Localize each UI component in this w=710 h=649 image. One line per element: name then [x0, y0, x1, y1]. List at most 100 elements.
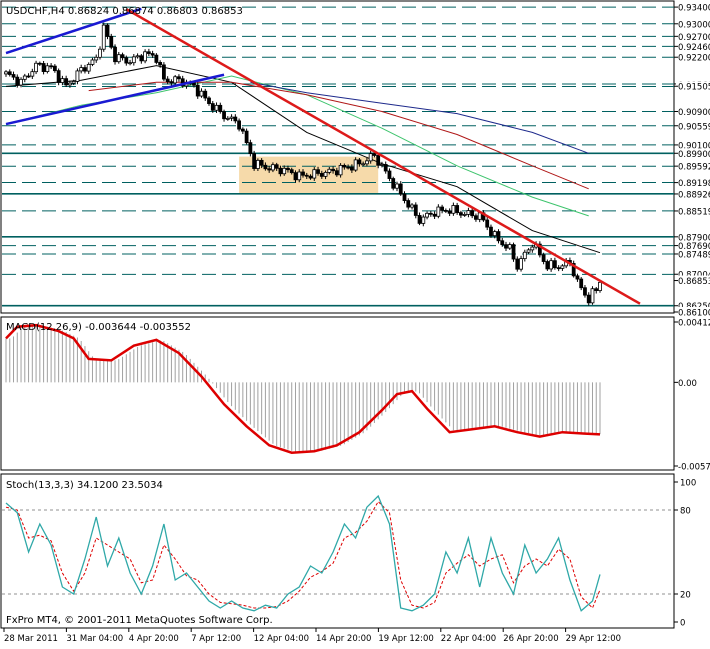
candle-body [398, 183, 403, 195]
candle-body [511, 244, 516, 260]
candle-body [361, 163, 366, 166]
price-label-bg [676, 248, 710, 259]
price-axis-label: 0.92460 [678, 43, 710, 53]
time-axis-label: 31 Mar 04:00 [66, 634, 123, 644]
price-panel-frame [0, 0, 675, 314]
candle-body [436, 206, 441, 217]
candle-body [428, 212, 433, 215]
candle-body [496, 231, 501, 242]
candle-body [139, 55, 144, 62]
candle-body [49, 65, 54, 68]
price-axis-label: 0.88519 [678, 207, 710, 217]
candle-body [60, 78, 65, 83]
candle-body [541, 254, 546, 262]
stoch-main-line [5, 494, 601, 612]
candle-body [22, 75, 27, 80]
candle-body [485, 219, 490, 228]
candle-body [560, 265, 565, 269]
candle-body [492, 231, 497, 237]
price-axis-label: 0.87489 [678, 250, 710, 260]
candle-body [316, 169, 320, 174]
stoch-axis-label: 0 [680, 619, 685, 629]
candle-body [598, 281, 602, 291]
price-label-bg [676, 106, 710, 117]
candle-body [207, 97, 211, 104]
candle-body [406, 200, 411, 208]
moving-average-line [88, 81, 589, 190]
candle-body [383, 164, 388, 172]
x-axis: 28 Mar 2011 31 Mar 04:00 4 Apr 20:00 7 Apr … [3, 628, 621, 644]
candle-body [98, 48, 102, 58]
candle-body [571, 263, 576, 277]
macd-header: MACD(12,26,9) -0.003644 -0.003552 [6, 322, 191, 333]
price-axis-label: 0.91505 [678, 83, 710, 93]
candle-body [462, 214, 467, 216]
candle-body [75, 70, 80, 82]
candle-body [83, 67, 87, 72]
candle-body [289, 169, 294, 174]
candle-body [425, 212, 429, 218]
candle-body [282, 167, 287, 175]
channel-upper-line [5, 7, 142, 55]
price-axis-label: 0.89900 [678, 150, 710, 160]
candle-body [109, 36, 114, 48]
candle-body [244, 130, 249, 144]
moving-average-line [250, 81, 589, 154]
candle-body [380, 164, 384, 166]
price-axis-label: 0.90559 [678, 122, 710, 132]
stoch-panel-frame [0, 473, 675, 629]
candle-body [210, 103, 215, 111]
candle-body [263, 164, 268, 170]
candle-body [26, 75, 31, 78]
price-axis-label: 0.92200 [678, 54, 710, 64]
candle-body [413, 204, 418, 216]
candle-body [135, 55, 140, 58]
price-axis-label: 0.87690 [678, 242, 710, 252]
macd-panel-frame [0, 316, 675, 471]
candle-body [308, 175, 313, 179]
candle-body [402, 193, 407, 201]
candle-body [124, 57, 129, 64]
candle-body [225, 117, 230, 120]
candle-body [240, 128, 245, 132]
candle-body [301, 171, 305, 176]
candle-body [549, 260, 554, 270]
candle-body [86, 63, 91, 72]
candle-body [515, 258, 520, 270]
time-axis-label: 4 Apr 20:00 [129, 634, 179, 644]
candle-body [161, 64, 166, 80]
candle-body [271, 164, 275, 171]
candle-body [338, 164, 343, 176]
candle-body [346, 166, 351, 169]
macd-axis-label: 0.00412 [678, 319, 710, 329]
candle-body [519, 258, 523, 270]
candle-body [192, 82, 196, 86]
candle-body [387, 170, 392, 179]
candle-body [522, 251, 527, 260]
price-label-bg [676, 120, 710, 131]
candle-body [417, 215, 422, 224]
candle-body [590, 288, 595, 304]
price-axis-label: 0.90900 [678, 108, 710, 118]
candle-body [68, 82, 72, 86]
candle-body [120, 54, 125, 59]
candle-body [278, 167, 283, 175]
price-label-bg [676, 52, 710, 63]
time-axis-label: 19 Apr 12:00 [378, 634, 433, 644]
stoch-header: Stoch(13,3,3) 34.1200 23.5034 [6, 480, 163, 491]
candle-body [128, 62, 132, 65]
candle-body [579, 278, 584, 289]
time-axis-label: 12 Apr 04:00 [254, 634, 309, 644]
candle-body [395, 183, 399, 189]
candle-body [474, 215, 478, 220]
candle-body [222, 111, 226, 120]
price-label-bg [676, 275, 710, 286]
candle-body [131, 56, 136, 64]
candle-body [312, 169, 317, 179]
candle-body [443, 209, 448, 212]
price-label-bg [676, 81, 710, 92]
moving-average-line [5, 65, 601, 254]
macd-axis-label: 0.00 [678, 379, 697, 389]
candle-body [15, 76, 20, 86]
candle-body [248, 142, 253, 154]
